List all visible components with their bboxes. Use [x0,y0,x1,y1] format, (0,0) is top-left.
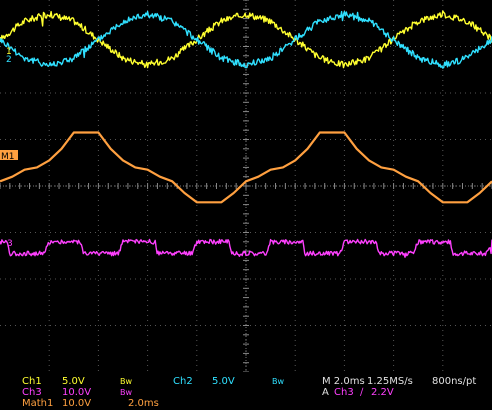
trace-3 [0,238,492,258]
graticule [0,0,492,372]
math1-scale: 10.0V [62,398,92,409]
waveform-screen: 1 2 M1 3 [0,0,492,372]
channel-markers: 1 2 M1 3 [0,47,18,249]
trace-1 [0,10,492,69]
ch1-bw: Bw [120,377,133,386]
record-length: 800ns/pt [432,376,477,387]
status-bar: Ch1 5.0V Bw Ch2 5.0V Bw M 2.0ms 1.25MS/s… [0,372,492,410]
ch1-marker: 1 [6,47,12,57]
math1-marker: M1 [1,152,15,162]
trigger-slope: ∕ [360,387,364,398]
waveform-traces [0,10,492,258]
ch3-scale: 10.0V [62,387,92,398]
math1-timebase: 2.0ms [128,398,159,409]
ch3-bw: Bw [120,388,133,397]
ch2-bw: Bw [272,377,285,386]
timebase: M 2.0ms [322,376,365,387]
ch2-marker: 2 [6,55,12,65]
trigger-source: Ch3 [334,387,354,398]
ch3-label: Ch3 [22,387,42,398]
sample-rate: 1.25MS/s [367,376,413,387]
ch2-label: Ch2 [173,376,193,387]
math1-marker-bg [0,150,18,160]
trace-2 [0,10,492,69]
ch1-label: Ch1 [22,376,42,387]
trigger-mode: A [322,387,329,398]
ch1-scale: 5.0V [62,376,85,387]
ch3-marker: 3 [7,239,13,249]
ch2-scale: 5.0V [212,376,235,387]
trace-m1 [0,131,492,204]
math1-label: Math1 [22,398,54,409]
trigger-level: 2.2V [371,387,394,398]
